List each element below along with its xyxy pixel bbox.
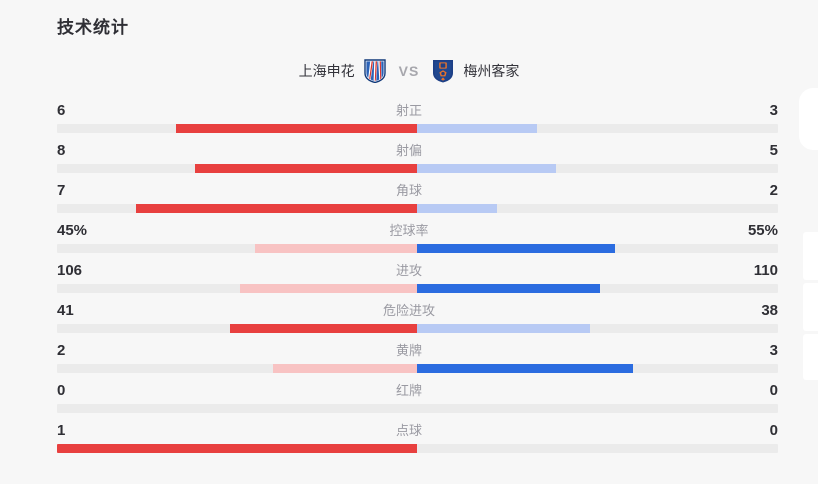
- stat-bar-track: [57, 244, 778, 253]
- away-value: 38: [761, 302, 778, 319]
- stats-list: 6 射正 3 8 射偏 5 7 角球 2 45% 控球率 55% 106 进攻 110 41 危险进攻 38 2 黄牌…: [0, 100, 818, 460]
- away-value: 110: [753, 262, 778, 279]
- vs-label: VS: [398, 63, 420, 79]
- away-bar: [416, 284, 601, 293]
- stat-label: 点球: [395, 423, 422, 438]
- stat-row-head: 2 黄牌 3: [0, 340, 818, 366]
- away-bar: [416, 244, 615, 253]
- home-bar: [254, 244, 417, 253]
- away-value: 3: [769, 102, 778, 119]
- away-bar: [416, 164, 556, 173]
- stat-bar-track: [57, 284, 778, 293]
- stat-row: 0 红牌 0: [0, 380, 818, 420]
- stat-bar-track: [57, 164, 778, 173]
- away-bar: [416, 324, 591, 333]
- stat-label: 射正: [395, 103, 422, 118]
- home-value: 41: [57, 302, 74, 319]
- home-bar: [239, 284, 417, 293]
- stat-row-head: 1 点球 0: [0, 420, 818, 446]
- stat-label: 黄牌: [395, 343, 422, 358]
- stat-bar-track: [57, 324, 778, 333]
- stat-row-head: 7 角球 2: [0, 180, 818, 206]
- stat-row: 1 点球 0: [0, 420, 818, 460]
- stat-bar-track: [57, 364, 778, 373]
- stat-label: 控球率: [389, 223, 429, 238]
- stat-row: 106 进攻 110: [0, 260, 818, 300]
- stat-row: 6 射正 3: [0, 100, 818, 140]
- stat-label: 红牌: [395, 383, 422, 398]
- stat-row-head: 8 射偏 5: [0, 140, 818, 166]
- edge-card-middle: [803, 283, 818, 331]
- stat-row-head: 106 进攻 110: [0, 260, 818, 286]
- page-title: 技术统计: [57, 18, 129, 37]
- home-value: 2: [57, 342, 66, 359]
- stat-label: 射偏: [395, 143, 422, 158]
- away-value: 3: [769, 342, 778, 359]
- home-bar: [136, 204, 417, 213]
- stat-label: 角球: [395, 183, 422, 198]
- stat-row: 45% 控球率 55%: [0, 220, 818, 260]
- home-value: 6: [57, 102, 66, 119]
- stat-row: 8 射偏 5: [0, 140, 818, 180]
- edge-card-lower: [803, 334, 818, 380]
- stat-bar-track: [57, 444, 778, 453]
- home-value: 45%: [57, 222, 88, 239]
- away-value: 2: [769, 182, 778, 199]
- stat-bar-track: [57, 404, 778, 413]
- stat-row-head: 41 危险进攻 38: [0, 300, 818, 326]
- stat-bar-track: [57, 124, 778, 133]
- home-value: 8: [57, 142, 66, 159]
- home-bar: [176, 124, 417, 133]
- home-team-name: 上海申花: [298, 63, 355, 79]
- stat-row-head: 0 红牌 0: [0, 380, 818, 406]
- away-value: 0: [769, 422, 778, 439]
- home-value: 106: [57, 262, 83, 279]
- away-bar: [416, 124, 537, 133]
- home-value: 7: [57, 182, 66, 199]
- away-bar: [416, 364, 633, 373]
- home-bar: [229, 324, 417, 333]
- edge-card-upper: [803, 232, 818, 280]
- home-bar: [57, 444, 417, 453]
- away-value: 55%: [747, 222, 778, 239]
- edge-card-top: [799, 88, 818, 150]
- meizhou-hakka-crest-icon: [432, 59, 454, 83]
- home-value: 0: [57, 382, 66, 399]
- home-bar: [272, 364, 417, 373]
- stat-label: 危险进攻: [382, 303, 435, 318]
- stat-row-head: 45% 控球率 55%: [0, 220, 818, 246]
- stat-bar-track: [57, 204, 778, 213]
- stat-row: 41 危险进攻 38: [0, 300, 818, 340]
- away-bar: [416, 204, 497, 213]
- away-team-name: 梅州客家: [463, 63, 520, 79]
- stat-row: 7 角球 2: [0, 180, 818, 220]
- home-value: 1: [57, 422, 66, 439]
- stat-label: 进攻: [395, 263, 422, 278]
- stat-row-head: 6 射正 3: [0, 100, 818, 126]
- stat-row: 2 黄牌 3: [0, 340, 818, 380]
- matchup-header: 上海申花 VS 梅: [0, 57, 818, 85]
- away-value: 0: [769, 382, 778, 399]
- away-value: 5: [769, 142, 778, 159]
- home-bar: [194, 164, 417, 173]
- shanghai-shenhua-crest-icon: [363, 59, 386, 83]
